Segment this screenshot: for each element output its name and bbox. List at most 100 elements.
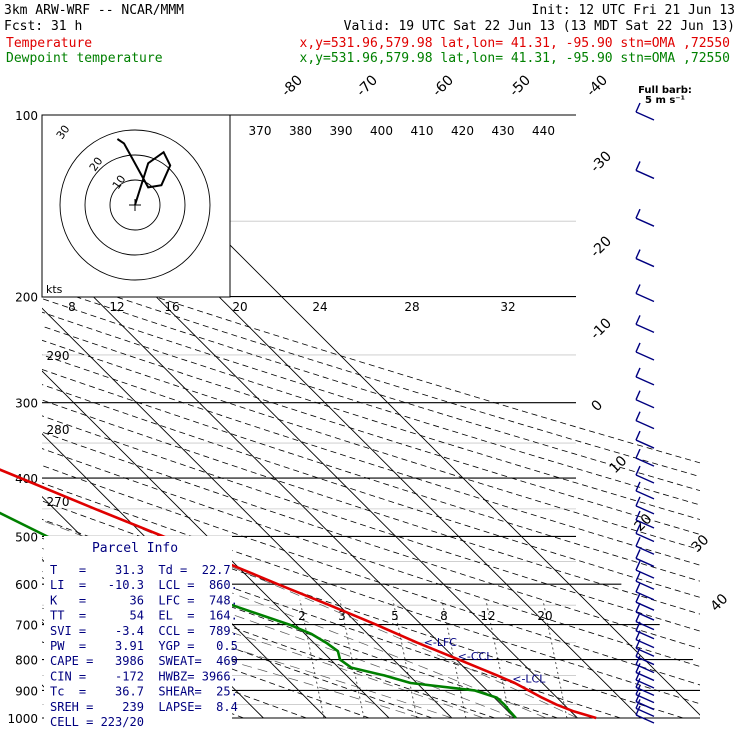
wind-barb [635,557,655,568]
legend-temperature: Temperature [6,36,92,51]
wind-barb-flag [635,430,641,441]
level-marker: <-LCL [512,673,546,686]
pressure-tick-label: 200 [15,291,38,305]
parcel-info-panel: Parcel Info T = 31.3 Td = 22.7LI = -10.3… [44,536,238,729]
isotherm-label: -40 [584,72,611,99]
theta-e-label: 28 [404,300,419,314]
wind-barb [635,700,655,711]
legend-dewpoint-info: x,y=531.96,579.98 lat,lon= 41.31, -95.90… [300,51,730,66]
isotherm-label: -60 [430,72,457,99]
wind-barb [635,663,655,674]
wind-barb-flag [635,549,641,559]
wind-barb [635,655,655,666]
isotherm-label: -20 [588,233,615,260]
mixing-ratio-line [485,599,511,718]
init-time: Init: 12 UTC Fri 21 Jun 13 [532,3,736,18]
wind-barb [635,591,655,601]
parcel-info-row: LI = -10.3 LCL = 860. [50,578,238,592]
moist-adiabat [42,520,547,718]
mixing-ratio-label: 20 [537,609,552,623]
moist-adiabat [42,607,421,718]
isotherm [42,244,515,718]
legend-temperature-info: x,y=531.96,579.98 lat,lon= 41.31, -95.90… [300,36,730,51]
mixing-ratio-label: 2 [298,609,306,623]
parcel-info-row: PW = 3.91 YGP = 0.5 [50,639,238,653]
wind-barb-flag [635,367,641,378]
hodograph-ring [59,129,211,281]
wind-barb [635,474,655,484]
wind-barb [635,620,655,631]
wind-barb [635,169,655,180]
dry-adiabat [42,448,700,667]
full-barb-label: Full barb: [638,85,692,96]
isotherm [42,370,390,718]
wind-barb [635,490,655,500]
mixing-ratio-label: 5 [391,609,399,623]
wind-barb [635,111,655,121]
wind-barb-flag [635,571,641,582]
dry-adiabat [42,500,684,718]
legend-dewpoint: Dewpoint temperature [6,51,163,66]
wind-barb-flag [635,284,641,294]
wind-barb [635,647,655,657]
mixing-ratio-line [339,599,365,718]
dry-adiabat [42,399,700,615]
wind-barb-flag [635,602,641,613]
theta-label: 390 [330,124,353,138]
wind-barb-flag [635,663,641,673]
full-barb-units: 5 m s⁻¹ [645,95,685,106]
parcel-info-row: SREH = 239 LAPSE= 8.4 [50,700,238,714]
wind-barb [635,420,655,430]
theta-e-label: 32 [500,300,515,314]
moist-adiabat [42,590,452,718]
wind-barb [635,351,655,361]
pressure-tick-label: 300 [15,397,38,411]
theta-label: 420 [451,124,474,138]
dry-adiabat [42,354,700,566]
wind-barb-flag [635,705,641,716]
wind-barb-flag [635,536,641,547]
parcel-info-title: Parcel Info [92,541,178,556]
valid-time: Valid: 19 UTC Sat 22 Jun 13 (13 MDT Sat … [344,19,735,34]
pressure-tick-label: 900 [15,684,38,698]
pressure-tick-label: 800 [15,654,38,668]
wind-barb-flag [635,678,641,688]
isotherm-label: -50 [507,72,534,99]
theta-label: 380 [289,124,312,138]
wind-barb [635,217,655,227]
wind-barb-flag [635,699,641,709]
theta-e-label: 8 [68,300,76,314]
level-marker: <-CCL [458,650,494,663]
wind-barbs [635,102,655,724]
pressure-tick-label: 1000 [7,712,38,726]
wind-barb [635,519,655,529]
dry-adiabat [42,384,700,598]
theta-label: 430 [492,124,515,138]
wind-barb-flag [635,161,641,171]
theta-e-label: 12 [109,300,124,314]
adiabat-label: 290 [47,349,70,363]
wind-barb [635,545,655,555]
wind-barb-flag [635,685,641,695]
wind-barb [635,292,655,303]
wind-barb [635,376,655,386]
wind-barb-flag [635,208,641,219]
dry-adiabat [42,557,495,718]
wind-barb-flag [635,102,641,113]
parcel-info-row: K = 36 LFC = 748. [50,593,238,607]
isotherm-label: 40 [708,591,732,615]
wind-barb [635,457,655,467]
parcel-info-row: CIN = -172 HWBZ= 3966. [50,669,238,683]
isotherm-label: 30 [689,532,713,556]
mixing-ratio-label: 8 [440,609,448,623]
pressure-tick-label: 700 [15,619,38,633]
model-title: 3km ARW-WRF -- NCAR/MMM [4,3,184,18]
wind-barb-flag [635,315,641,325]
parcel-info-row: CELL = 223/20 [50,715,144,729]
mixing-ratio-label: 12 [480,609,495,623]
wind-barb-flag [635,249,641,259]
pressure-tick-label: 500 [15,530,38,544]
wind-barb [635,630,655,640]
wind-barb-flag [635,411,641,421]
